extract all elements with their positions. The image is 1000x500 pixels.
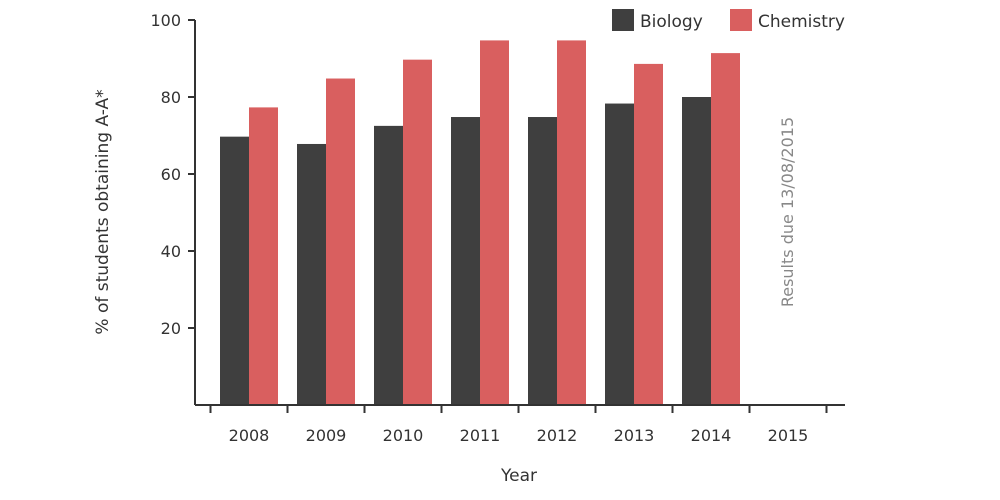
x-tick-label: 2015 bbox=[768, 426, 809, 445]
x-ticks-group: 2008 2009 2010 2011 2012 2013 2014 2015 bbox=[209, 405, 828, 445]
x-tick-label: 2012 bbox=[537, 426, 578, 445]
x-tick-label: 2008 bbox=[229, 426, 270, 445]
y-tick-label: 40 bbox=[161, 242, 181, 261]
bar-biology-2010 bbox=[374, 125, 403, 405]
y-tick-label: 80 bbox=[161, 88, 181, 107]
annotation-results-due: Results due 13/08/2015 bbox=[778, 117, 797, 307]
bar-chemistry-2012 bbox=[557, 40, 586, 405]
bar-chemistry-2013 bbox=[634, 63, 663, 405]
legend-label-chemistry: Chemistry bbox=[758, 12, 845, 32]
legend-swatch-chemistry bbox=[730, 9, 752, 31]
x-tick-label: 2013 bbox=[614, 426, 655, 445]
bar-chemistry-2009 bbox=[326, 78, 355, 406]
bar-biology-2011 bbox=[451, 117, 480, 406]
bar-chemistry-2010 bbox=[403, 59, 432, 405]
y-tick-label: 20 bbox=[161, 319, 181, 338]
x-tick-label: 2009 bbox=[306, 426, 347, 445]
y-tick-label: 60 bbox=[161, 165, 181, 184]
x-tick-label: 2010 bbox=[383, 426, 424, 445]
x-tick-label: 2011 bbox=[460, 426, 501, 445]
bar-biology-2009 bbox=[297, 143, 326, 405]
bar-chemistry-2008 bbox=[249, 107, 278, 406]
bar-biology-2008 bbox=[220, 136, 249, 405]
bars-group bbox=[220, 40, 740, 406]
y-axis-title: % of students obtaining A-A* bbox=[93, 89, 113, 334]
bar-chemistry-2014 bbox=[711, 53, 740, 406]
bar-chemistry-2011 bbox=[480, 40, 509, 405]
x-tick-label: 2014 bbox=[691, 426, 732, 445]
y-ticks-group: 20 40 60 80 100 bbox=[150, 11, 195, 338]
legend-label-biology: Biology bbox=[640, 12, 703, 32]
y-tick-label: 100 bbox=[150, 11, 181, 30]
bar-biology-2013 bbox=[605, 103, 634, 406]
bar-biology-2014 bbox=[682, 97, 711, 405]
legend: Biology Chemistry bbox=[612, 9, 845, 32]
legend-swatch-biology bbox=[612, 9, 634, 31]
bar-biology-2012 bbox=[528, 117, 557, 406]
x-axis-title: Year bbox=[500, 466, 537, 486]
